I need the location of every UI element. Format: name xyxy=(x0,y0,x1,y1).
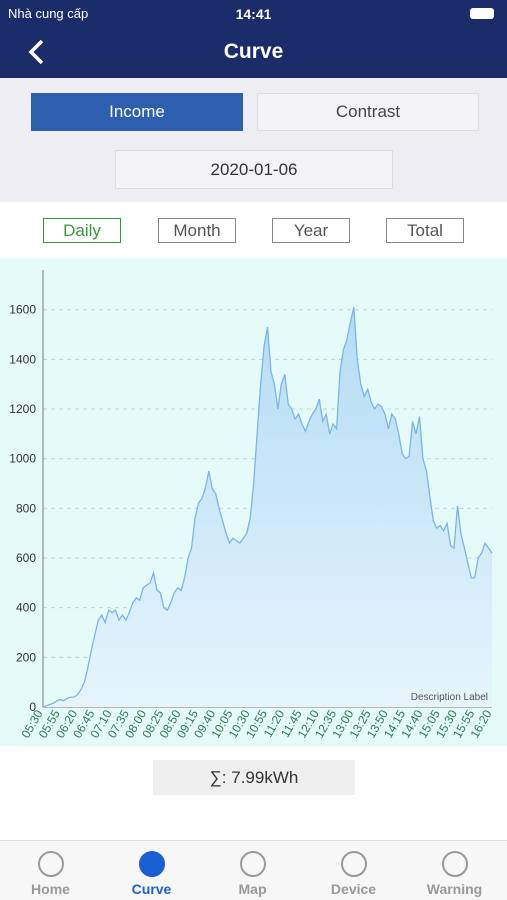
tab-label: Home xyxy=(31,881,70,897)
y-tick-label: 1000 xyxy=(9,452,36,466)
y-tick-label: 800 xyxy=(16,501,36,515)
period-button[interactable]: Total xyxy=(386,218,464,243)
tab-label: Warning xyxy=(426,881,483,897)
period-button[interactable]: Year xyxy=(272,218,350,243)
back-button[interactable] xyxy=(26,38,48,66)
y-tick-label: 200 xyxy=(16,650,36,664)
chart: 0200400600800100012001400160005:3005:550… xyxy=(9,270,495,741)
tab-item[interactable]: Map xyxy=(202,847,303,900)
tab-label: Curve xyxy=(131,881,172,897)
period-button[interactable]: Month xyxy=(158,218,236,243)
y-tick-label: 1600 xyxy=(9,303,36,317)
contrast-tab[interactable]: Contrast xyxy=(257,93,479,131)
nav-bar: Nhà cung cấp 14:41 Curve xyxy=(0,0,507,78)
battery xyxy=(470,8,494,19)
y-tick-label: 0 xyxy=(29,700,36,714)
tab-label: Map xyxy=(238,881,267,897)
area-line xyxy=(42,307,493,708)
tab-bar: Home Curve Map Device Warning xyxy=(0,840,507,900)
tab-item[interactable]: Device xyxy=(303,847,404,900)
y-tick-label: 1200 xyxy=(9,402,36,416)
nav-title: Curve xyxy=(223,40,284,63)
tab-label: Device xyxy=(330,881,377,897)
carrier: Nhà cung cấp xyxy=(8,6,89,21)
y-tick-label: 1400 xyxy=(9,352,36,366)
period-button[interactable]: Daily xyxy=(43,218,121,243)
tab-item[interactable]: Curve xyxy=(101,847,202,900)
area-fill xyxy=(43,307,492,707)
tab-item[interactable]: Warning xyxy=(404,847,505,900)
description-label: Description Label xyxy=(411,692,488,703)
income-tab[interactable]: Income xyxy=(31,93,243,131)
date-picker[interactable]: 2020-01-06 xyxy=(115,150,393,189)
chart-panel: 0 200 400 600 800 1000 1200 1400 1600 05:30 05:55 0… xyxy=(0,258,507,746)
tab-item[interactable]: Home xyxy=(0,847,101,900)
total-energy: ∑: 7.99kWh xyxy=(153,760,355,795)
clock: 14:41 xyxy=(235,6,272,22)
y-tick-label: 600 xyxy=(16,551,36,565)
y-tick-label: 400 xyxy=(16,601,36,615)
